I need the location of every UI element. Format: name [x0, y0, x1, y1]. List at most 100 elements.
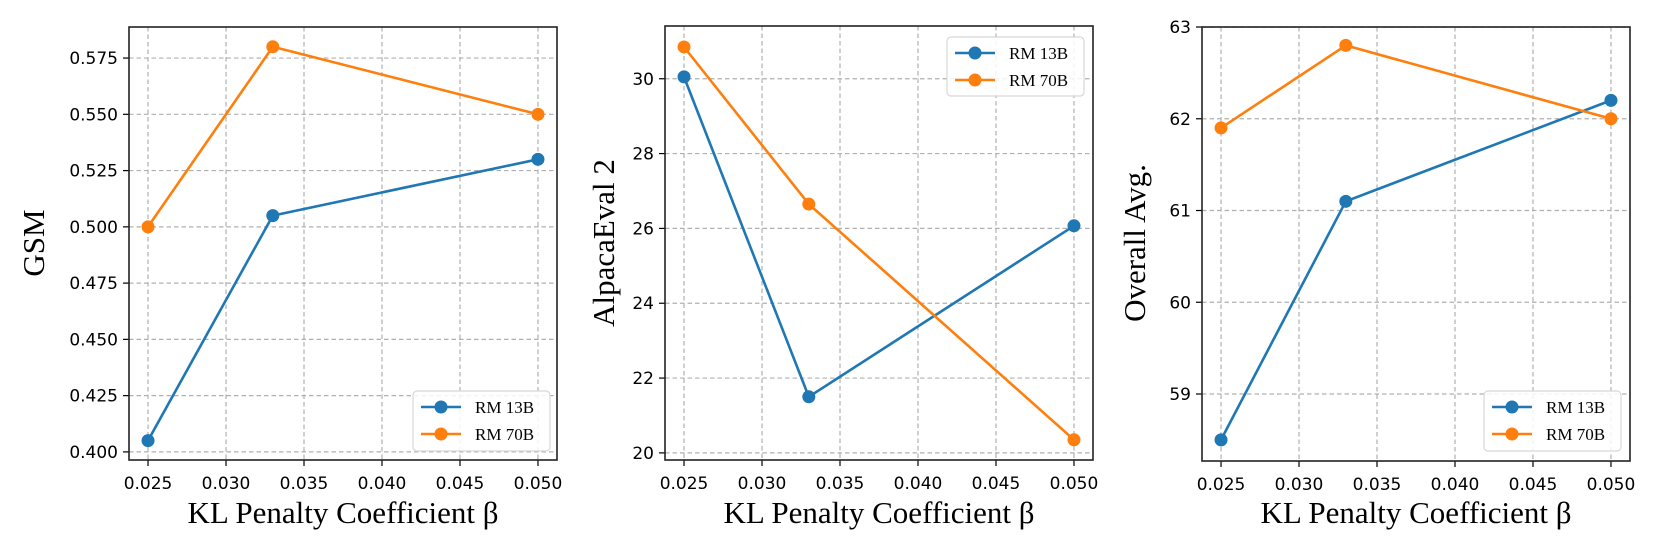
x-tick-label: 0.045 — [436, 474, 485, 494]
legend-marker — [434, 427, 448, 441]
x-axis-label: KL Penalty Coefficient β — [1260, 495, 1571, 530]
plot-area — [677, 40, 1081, 447]
y-tick-label: 26 — [632, 219, 654, 239]
data-point — [677, 70, 691, 84]
y-tick-label: 0.550 — [69, 105, 118, 125]
axes-frame — [664, 25, 1094, 461]
series-rm-13b — [1214, 93, 1618, 447]
y-tick-label: 0.500 — [69, 218, 118, 238]
series-rm-70b — [677, 40, 1081, 447]
data-point — [141, 220, 155, 234]
y-tick-label: 62 — [1169, 110, 1191, 130]
y-tick-label: 0.425 — [69, 387, 118, 407]
x-tick-label: 0.040 — [1431, 475, 1480, 495]
y-tick-label: 28 — [632, 145, 654, 165]
x-tick-label: 0.025 — [124, 474, 173, 494]
y-tick-label: 0.450 — [69, 330, 118, 350]
data-point — [1339, 38, 1353, 52]
axes-frame — [1201, 26, 1631, 462]
x-tick-label: 0.040 — [358, 474, 407, 494]
y-tick-label: 0.525 — [69, 162, 118, 182]
y-tick-label: 30 — [632, 70, 654, 90]
y-tick-label: 63 — [1169, 18, 1191, 38]
y-tick-label: 61 — [1169, 202, 1191, 222]
x-tick-label: 0.050 — [514, 474, 563, 494]
data-point — [1067, 433, 1081, 447]
legend-label: RM 70B — [475, 425, 534, 444]
y-tick-label: 22 — [632, 369, 654, 389]
legend-marker — [968, 46, 982, 60]
y-tick-label: 0.400 — [69, 443, 118, 463]
data-point — [266, 40, 280, 54]
data-point — [1339, 194, 1353, 208]
legend-item: RM 13B — [421, 398, 534, 417]
data-point — [141, 434, 155, 448]
panel-alpacaeval: AlpacaEval 2 KL Penalty Coefficient β 0.… — [586, 25, 1099, 530]
y-tick-label: 24 — [632, 294, 654, 314]
x-tick-label: 0.040 — [894, 474, 943, 494]
y-axis-label: GSM — [16, 209, 51, 276]
data-point — [802, 390, 816, 404]
data-point — [1604, 112, 1618, 126]
x-axis-label: KL Penalty Coefficient β — [187, 495, 498, 530]
series-line — [1220, 44, 1612, 129]
y-tick-label: 59 — [1169, 385, 1191, 405]
legend-marker — [968, 73, 982, 87]
legend-label: RM 70B — [1546, 425, 1605, 444]
legend: RM 13B RM 70B — [1483, 390, 1622, 452]
series-rm-70b — [1214, 38, 1618, 135]
legend-marker — [1505, 427, 1519, 441]
legend-label: RM 13B — [1546, 398, 1605, 417]
data-point — [677, 40, 691, 54]
x-axis-label: KL Penalty Coefficient β — [723, 495, 1034, 530]
x-tick-label: 0.025 — [660, 474, 709, 494]
legend-label: RM 13B — [1009, 44, 1068, 63]
series-rm-70b — [141, 40, 545, 234]
series-line — [682, 46, 1075, 441]
data-point — [802, 197, 816, 211]
legend-marker — [434, 400, 448, 414]
data-point — [531, 152, 545, 166]
legend-label: RM 70B — [1009, 71, 1068, 90]
series-rm-13b — [141, 152, 545, 448]
grid — [129, 27, 557, 460]
y-tick-label: 20 — [632, 444, 654, 464]
x-tick-label: 0.030 — [738, 474, 787, 494]
series-line — [1219, 99, 1612, 441]
axes-frame — [128, 26, 558, 461]
panel-gsm: GSM KL Penalty Coefficient β 0.025 0.030 0… — [16, 26, 563, 530]
data-point — [1214, 433, 1228, 447]
x-tick-label: 0.030 — [1275, 475, 1324, 495]
x-tick-label: 0.035 — [816, 474, 865, 494]
x-tick-label: 0.030 — [202, 474, 251, 494]
data-point — [531, 107, 545, 121]
data-point — [266, 209, 280, 223]
x-tick-label: 0.045 — [1509, 475, 1558, 495]
y-tick-label: 0.575 — [69, 49, 118, 69]
legend-item: RM 13B — [955, 44, 1068, 63]
x-tick-label: 0.050 — [1050, 474, 1099, 494]
series-rm-13b — [677, 70, 1081, 404]
x-tick-label: 0.035 — [1353, 475, 1402, 495]
y-tick-label: 60 — [1169, 293, 1191, 313]
data-point — [1214, 121, 1228, 135]
series-line — [682, 76, 1075, 399]
y-axis-label: AlpacaEval 2 — [586, 159, 621, 327]
legend-item: RM 70B — [1492, 425, 1605, 444]
legend-item: RM 70B — [421, 425, 534, 444]
legend-item: RM 13B — [1492, 398, 1605, 417]
plot-area — [1214, 38, 1618, 447]
x-tick-label: 0.050 — [1587, 475, 1636, 495]
legend-label: RM 13B — [475, 398, 534, 417]
y-tick-label: 0.475 — [69, 274, 118, 294]
x-tick-label: 0.045 — [972, 474, 1021, 494]
data-point — [1067, 219, 1081, 233]
data-point — [1604, 93, 1618, 107]
x-tick-label: 0.025 — [1197, 475, 1246, 495]
panel-overall-avg: Overall Avg. KL Penalty Coefficient β 0.… — [1117, 18, 1635, 530]
legend-item: RM 70B — [955, 71, 1068, 90]
legend-marker — [1505, 400, 1519, 414]
y-axis-label: Overall Avg. — [1117, 164, 1152, 322]
grid — [665, 26, 1093, 460]
